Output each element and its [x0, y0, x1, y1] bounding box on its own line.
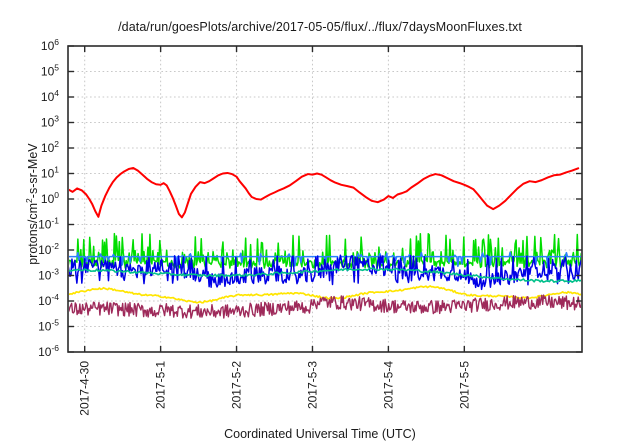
y-tick-label: 10-6 — [38, 343, 59, 359]
y-tick-label: 106 — [41, 37, 59, 53]
y-tick-label: 102 — [41, 139, 59, 155]
x-tick-label: 2017-5-5 — [457, 361, 471, 409]
y-tick-label: 10-3 — [38, 267, 59, 283]
x-tick-label: 2017-5-3 — [306, 361, 320, 409]
y-tick-label: 10-5 — [38, 318, 59, 334]
y-tick-label: 100 — [41, 190, 59, 206]
x-tick-label: 2017-4-30 — [78, 361, 92, 416]
x-tick-label: 2017-5-1 — [154, 361, 168, 409]
y-tick-label: 101 — [41, 165, 59, 181]
y-tick-label: 104 — [41, 88, 59, 104]
y-tick-label: 105 — [41, 63, 59, 79]
x-tick-label: 2017-5-4 — [381, 361, 395, 409]
y-tick-label: 10-4 — [38, 292, 59, 308]
plot-title: /data/run/goesPlots/archive/2017-05-05/f… — [118, 20, 522, 34]
x-axis-label: Coordinated Universal Time (UTC) — [224, 427, 416, 441]
y-tick-label: 10-2 — [38, 241, 59, 257]
y-tick-label: 10-1 — [38, 216, 59, 232]
y-tick-label: 103 — [41, 114, 59, 130]
x-tick-label: 2017-5-2 — [230, 361, 244, 409]
